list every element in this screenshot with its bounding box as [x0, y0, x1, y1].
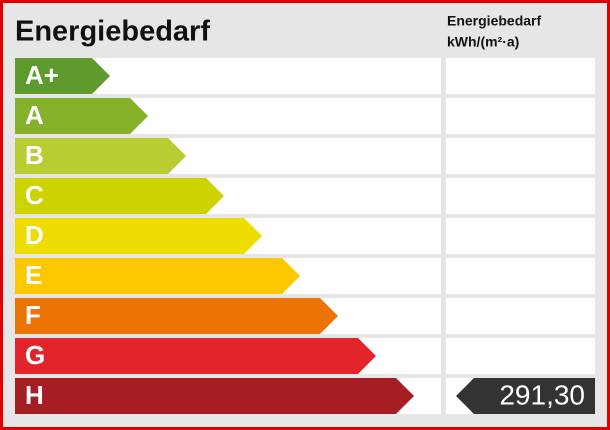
- class-label: F: [25, 300, 41, 330]
- value-cell: [446, 98, 595, 134]
- value-cell: [446, 138, 595, 174]
- value-text: 291,30: [499, 379, 585, 410]
- value-cell: [446, 178, 595, 214]
- column-header: kWh/(m²·a): [447, 34, 519, 50]
- class-arrow: [15, 138, 186, 174]
- class-label: B: [25, 140, 44, 170]
- column-header: Energiebedarf: [447, 13, 541, 29]
- class-arrow: [15, 98, 148, 134]
- value-indicator: [456, 378, 595, 414]
- title: Energiebedarf: [15, 16, 210, 48]
- class-arrow: [15, 338, 376, 374]
- value-cell: [446, 298, 595, 334]
- value-cell: [446, 58, 595, 94]
- class-label: G: [25, 340, 45, 370]
- class-arrow: [15, 258, 300, 294]
- value-cell: [446, 258, 595, 294]
- class-label: A: [25, 100, 44, 130]
- class-arrow: [15, 298, 338, 334]
- class-label: A+: [25, 60, 59, 90]
- class-label: D: [25, 220, 44, 250]
- class-arrow: [15, 178, 224, 214]
- value-cell: [446, 218, 595, 254]
- class-label: H: [25, 380, 44, 410]
- class-label: E: [25, 260, 42, 290]
- class-label: C: [25, 180, 44, 210]
- class-arrow: [15, 58, 110, 94]
- class-arrow: [15, 378, 414, 414]
- value-cell: [446, 338, 595, 374]
- class-arrow: [15, 218, 262, 254]
